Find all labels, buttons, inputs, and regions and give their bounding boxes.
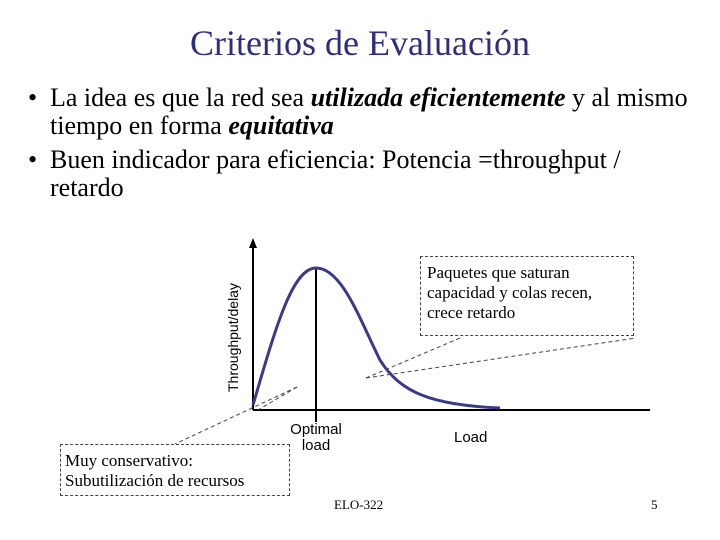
throughput-delay-curve [251, 266, 501, 410]
bullet-glyph: • [28, 145, 38, 174]
bullet-1-emphasis-b: equitativa [228, 111, 334, 140]
bullet-item-2: • Buen indicador para eficiencia: Potenc… [28, 146, 688, 202]
callout-left-leader-1 [174, 386, 298, 445]
callout-left-line1: Muy conservativo: [65, 451, 193, 470]
slide-title: Criterios de Evaluación [190, 23, 530, 63]
bullet-1-text-b: y al mismo tiempo en forma [50, 83, 688, 140]
bullet-list: • La idea es que la red sea utilizada ef… [28, 84, 688, 208]
callout-right-leader-1 [365, 337, 461, 379]
callout-right-line3: crece retardo [427, 303, 516, 322]
bullet-2-text: Buen indicador para eficiencia: Potencia… [50, 145, 621, 202]
callout-right: Paquetes que saturan capacidad y colas r… [420, 256, 634, 336]
y-axis-label: Throughput/delay [225, 283, 241, 392]
bullet-1-emphasis-a: utilizada eficientemente [310, 83, 566, 112]
callout-right-line2: capacidad y colas recen, [427, 283, 593, 302]
callout-left-leader-2 [257, 386, 298, 411]
bullet-item-1: • La idea es que la red sea utilizada ef… [28, 84, 688, 140]
bullet-1-text-a: La idea es que la red sea [50, 83, 311, 112]
callout-left-line2: Subutilización de recursos [65, 471, 245, 490]
callout-right-leader-2 [365, 337, 637, 379]
optimal-label-line1: Optimal [290, 421, 342, 438]
bullet-glyph: • [28, 83, 38, 112]
optimal-label-line2: load [302, 437, 330, 454]
footer-page-number: 5 [651, 497, 658, 512]
footer-course-code: ELO-322 [334, 497, 384, 512]
x-axis-label: Load [454, 429, 487, 446]
callout-right-line1: Paquetes que saturan [427, 263, 570, 282]
y-axis-arrow [249, 238, 257, 248]
callout-left: Muy conservativo: Subutilización de recu… [60, 444, 290, 496]
